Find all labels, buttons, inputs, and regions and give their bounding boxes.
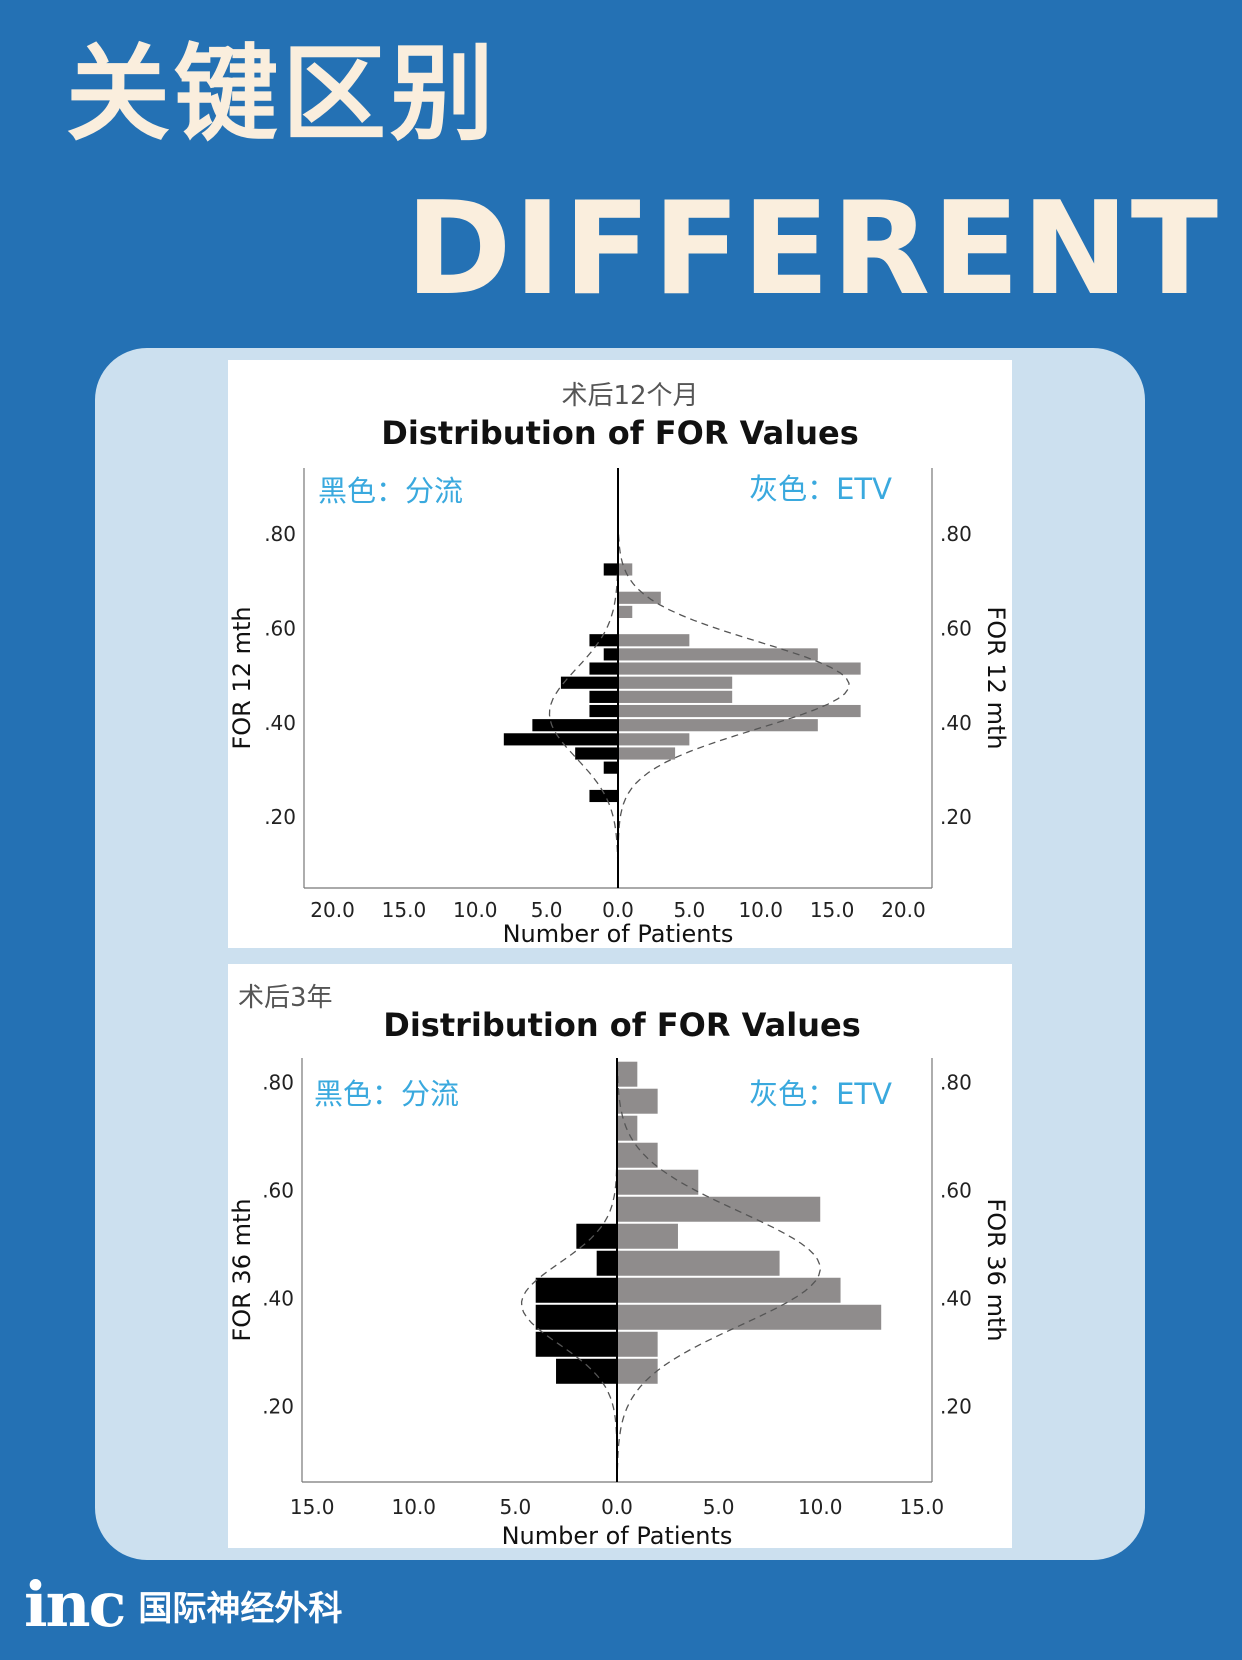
page-title: 关键区别 — [66, 33, 499, 155]
chart-caption: 术后3年 — [238, 983, 333, 1013]
bar-etv — [618, 662, 861, 675]
bar-shunt — [556, 1358, 617, 1384]
x-tick-label: 5.0 — [531, 898, 563, 922]
x-tick-label: 20.0 — [310, 898, 355, 922]
y-axis-label-left: FOR 36 mth — [228, 1198, 256, 1341]
bar-etv — [617, 1223, 678, 1249]
bar-etv — [618, 747, 676, 760]
y-tick-label-left: .60 — [262, 1178, 294, 1202]
bar-etv — [618, 690, 733, 703]
bar-etv — [617, 1331, 658, 1357]
y-tick-label-right: .40 — [940, 1286, 972, 1310]
x-axis-label: Number of Patients — [502, 1522, 733, 1548]
x-tick-label: 10.0 — [392, 1495, 437, 1519]
bar-etv — [617, 1304, 882, 1330]
chart-card-12-month: 术后12个月 Distribution of FOR Values 20.0 15.0… — [228, 360, 1012, 948]
x-axis-label: Number of Patients — [503, 920, 734, 948]
bar-etv — [618, 634, 690, 647]
bar-etv — [617, 1250, 780, 1276]
bar-etv — [617, 1088, 658, 1114]
y-tick-label-left: .20 — [262, 1394, 294, 1418]
bar-shunt — [603, 563, 618, 576]
y-tick-label-left: .60 — [264, 616, 296, 640]
bar-etv — [618, 605, 633, 619]
x-tick-label: 15.0 — [290, 1495, 335, 1519]
bar-shunt — [503, 733, 618, 746]
y-tick-label-right: .20 — [940, 1394, 972, 1418]
bar-shunt — [596, 1250, 617, 1276]
bar-shunt — [589, 634, 618, 647]
x-tick-label: 0.0 — [602, 898, 634, 922]
y-tick-label-right: .60 — [940, 1178, 972, 1202]
bar-shunt — [575, 747, 618, 760]
bar-etv — [618, 719, 818, 732]
y-tick-label-right: .80 — [940, 522, 972, 546]
x-tick-label: 15.0 — [900, 1495, 945, 1519]
y-axis-label-left: FOR 12 mth — [228, 606, 256, 749]
bar-etv — [618, 704, 861, 718]
legend-etv: 灰色：ETV — [749, 472, 892, 506]
bar-shunt — [560, 676, 618, 689]
y-tick-label-left: .20 — [264, 805, 296, 829]
bar-shunt — [576, 1223, 617, 1249]
bar-shunt — [589, 662, 618, 675]
y-axis-label-right: FOR 12 mth — [982, 606, 1010, 749]
y-tick-label-left: .40 — [262, 1286, 294, 1310]
bar-shunt — [535, 1331, 617, 1357]
bar-etv — [618, 648, 818, 661]
bar-etv — [618, 563, 633, 576]
bar-etv — [617, 1277, 841, 1303]
x-tick-label: 10.0 — [453, 898, 498, 922]
x-tick-label: 5.0 — [703, 1495, 735, 1519]
bar-etv — [618, 733, 690, 746]
x-tick-label: 10.0 — [798, 1495, 843, 1519]
bar-etv — [618, 676, 733, 689]
page-subtitle: DIFFERENT — [405, 175, 1220, 324]
x-tick-label: 5.0 — [499, 1495, 531, 1519]
footer-org-name: 国际神经外科 — [138, 1588, 343, 1629]
y-tick-label-left: .40 — [264, 711, 296, 735]
bar-etv — [617, 1358, 658, 1384]
chart-card-36-month: 术后3年 Distribution of FOR Values 15.0 10.0 5.… — [228, 964, 1012, 1548]
y-tick-label-right: .20 — [940, 805, 972, 829]
bar-etv — [617, 1196, 821, 1222]
footer-logo: inc — [24, 1568, 126, 1641]
x-tick-label: 0.0 — [601, 1495, 633, 1519]
bar-shunt — [535, 1304, 617, 1330]
y-tick-label-left: .80 — [264, 522, 296, 546]
bar-shunt — [589, 690, 618, 703]
x-tick-label: 10.0 — [738, 898, 783, 922]
bar-shunt — [603, 648, 618, 661]
bar-shunt — [603, 761, 618, 774]
bar-shunt — [532, 719, 618, 732]
chart-36-month: 术后3年 Distribution of FOR Values 15.0 10.0 5.… — [228, 983, 1010, 1548]
bar-shunt — [535, 1277, 617, 1303]
y-tick-label-right: .60 — [940, 616, 972, 640]
y-tick-label-right: .80 — [940, 1070, 972, 1094]
legend-shunt: 黑色：分流 — [314, 1077, 459, 1111]
x-tick-label: 15.0 — [810, 898, 855, 922]
chart-title: Distribution of FOR Values — [383, 1006, 860, 1044]
y-tick-label-left: .80 — [262, 1070, 294, 1094]
footer: inc 国际神经外科 — [24, 1574, 342, 1636]
chart-caption: 术后12个月 — [561, 381, 698, 411]
legend-shunt: 黑色：分流 — [318, 474, 463, 508]
bar-etv — [618, 591, 661, 604]
bar-shunt — [589, 704, 618, 718]
bar-etv — [617, 1169, 699, 1195]
x-tick-label: 20.0 — [881, 898, 926, 922]
x-tick-label: 15.0 — [382, 898, 427, 922]
y-tick-label-right: .40 — [940, 711, 972, 735]
bar-shunt — [589, 789, 618, 803]
legend-etv: 灰色：ETV — [749, 1077, 892, 1111]
curve-etv — [616, 1057, 821, 1482]
bar-etv — [617, 1061, 638, 1087]
x-tick-label: 5.0 — [673, 898, 705, 922]
chart-title: Distribution of FOR Values — [381, 414, 858, 452]
y-axis-label-right: FOR 36 mth — [982, 1198, 1010, 1341]
